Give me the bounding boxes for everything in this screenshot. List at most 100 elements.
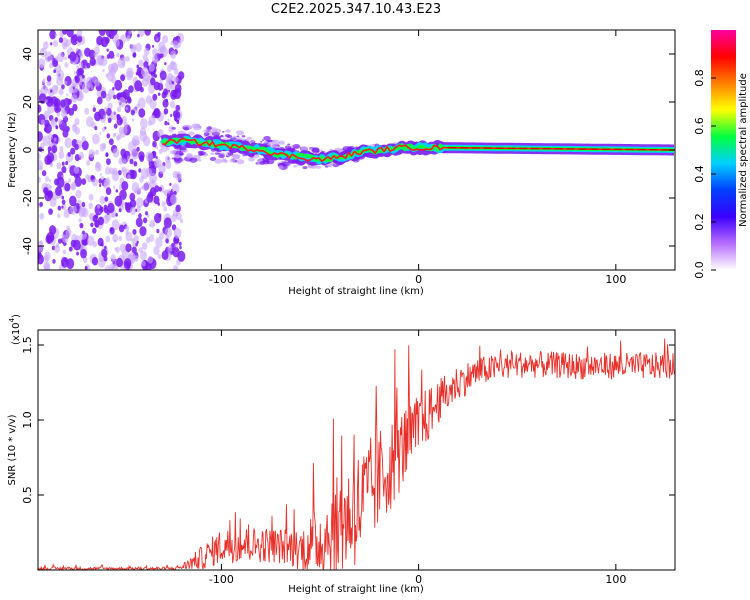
- spectrogram-speckle: [95, 149, 99, 155]
- spectrogram-speckle: [109, 227, 115, 235]
- spectrogram-speckle: [123, 121, 129, 128]
- svg-text:(x104): (x104): [8, 314, 22, 345]
- spectrogram-speckle: [89, 57, 96, 67]
- spectrogram-speckle: [210, 152, 215, 155]
- spectrogram-speckle: [103, 178, 110, 186]
- spectrogram-y-tick-label: 20: [21, 95, 34, 109]
- spectrogram-speckle: [173, 227, 182, 239]
- spectrogram-speckle: [246, 136, 253, 141]
- spectrogram-speckle: [162, 99, 169, 108]
- spectrogram-speckle: [57, 118, 63, 125]
- spectrogram-speckle: [137, 33, 140, 38]
- spectrogram-speckle: [203, 132, 210, 136]
- spectrogram-speckle: [74, 176, 82, 187]
- spectrogram-speckle: [144, 30, 151, 36]
- spectrogram-speckle: [140, 250, 147, 261]
- spectrogram-y-tick-label: -40: [21, 237, 34, 255]
- spectrogram-speckle: [56, 176, 65, 188]
- spectrogram-speckle: [44, 190, 52, 202]
- colorbar-ticks: 0.0 0.2 0.4 0.6 0.8: [693, 69, 716, 279]
- spectrogram-speckle: [88, 202, 93, 210]
- spectrogram-speckle: [135, 71, 139, 76]
- spectrogram-speckle: [100, 242, 104, 247]
- spectrogram-speckle: [129, 192, 136, 201]
- spectrogram-speckle: [71, 93, 78, 103]
- spectrogram-speckle: [104, 196, 109, 202]
- spectrogram-speckle: [72, 34, 78, 42]
- spectrogram-speckle: [180, 153, 184, 156]
- snr-frame: [37, 329, 676, 571]
- spectrogram-speckle: [91, 86, 94, 90]
- spectrogram-speckle: [135, 217, 143, 228]
- spectrogram-speckle: [49, 163, 53, 167]
- spectrogram-speckle: [241, 135, 246, 138]
- spectrogram-speckle: [166, 189, 171, 194]
- spectrogram-speckle: [110, 30, 118, 36]
- spectrogram-speckle: [79, 81, 83, 86]
- spectrogram-speckle: [124, 225, 130, 232]
- spectrogram-panel: -100 0 100 -40 -20 0 20 40 Height of straight …: [7, 29, 676, 297]
- spectrogram-speckle: [103, 204, 108, 210]
- spectrogram-speckle: [118, 224, 125, 233]
- spectrogram-speckle: [142, 53, 148, 62]
- spectrogram-speckle: [161, 200, 166, 207]
- spectrogram-speckle: [159, 79, 163, 84]
- spectrogram-speckle: [155, 237, 163, 248]
- spectrogram-speckle: [139, 155, 145, 162]
- spectrogram-speckle: [139, 226, 147, 237]
- spectrogram-speckle: [131, 135, 140, 147]
- spectrogram-speckle: [112, 132, 116, 138]
- spectrogram-speckle: [169, 182, 172, 186]
- spectrogram-speckle: [269, 139, 273, 142]
- spectrogram-speckle: [112, 148, 120, 158]
- spectrogram-speckle: [61, 195, 65, 200]
- spectrogram-speckle: [70, 147, 76, 155]
- spectrogram-speckle: [154, 73, 158, 79]
- spectrogram-speckle: [133, 161, 138, 167]
- spectrogram-speckle: [154, 33, 161, 43]
- spectrogram-speckle: [126, 70, 134, 81]
- spectrogram-speckle: [110, 254, 116, 262]
- spectrogram-speckle: [136, 240, 139, 244]
- spectrogram-speckle: [103, 106, 108, 113]
- spectrogram-speckle: [144, 211, 149, 216]
- spectrogram-speckle: [97, 204, 101, 209]
- spectrogram-speckle: [57, 205, 62, 211]
- spectrogram-speckle: [101, 142, 107, 150]
- spectrogram-speckle: [179, 145, 187, 151]
- spectrogram-speckle: [126, 37, 130, 42]
- snr-y-axis-label: SNR (10 * v/v): [7, 414, 18, 485]
- snr-y-tick-label: 1.5: [21, 336, 34, 354]
- spectrogram-speckle: [79, 222, 84, 229]
- spectrogram-speckle: [66, 225, 71, 231]
- spectrogram-speckle: [130, 169, 137, 180]
- spectrogram-speckle: [92, 227, 97, 234]
- spectrogram-speckle: [138, 189, 141, 194]
- spectrogram-speckle: [125, 230, 129, 236]
- spectrogram-speckle: [109, 263, 115, 270]
- spectrogram-speckle: [110, 62, 119, 74]
- spectrogram-speckle: [92, 133, 100, 145]
- colorbar-tick-label: 0.4: [693, 165, 706, 183]
- spectrogram-speckle: [165, 160, 172, 170]
- spectrogram-speckle: [154, 213, 162, 224]
- snr-scale-factor: (x104): [8, 314, 22, 345]
- spectrogram-speckle: [58, 88, 64, 96]
- spectrogram-speckle: [57, 213, 61, 219]
- spectrogram-speckle: [170, 89, 178, 100]
- spectrogram-speckle: [56, 162, 62, 170]
- spectrogram-speckle: [116, 106, 122, 113]
- spectrogram-speckle: [43, 127, 48, 133]
- spectrogram-speckle: [76, 30, 83, 37]
- spectrogram-speckle: [155, 158, 162, 168]
- spectrogram-speckle: [92, 215, 98, 223]
- spectrogram-speckle: [125, 56, 130, 62]
- spectrogram-speckle: [66, 93, 69, 97]
- spectrogram-speckle: [48, 225, 57, 236]
- spectrogram-speckle: [174, 243, 179, 249]
- spectrogram-speckle: [92, 107, 96, 112]
- spectrogram-speckle: [143, 217, 148, 224]
- spectrogram-speckle: [105, 152, 109, 157]
- spectrogram-speckle: [110, 110, 118, 121]
- spectrogram-speckle: [106, 133, 111, 139]
